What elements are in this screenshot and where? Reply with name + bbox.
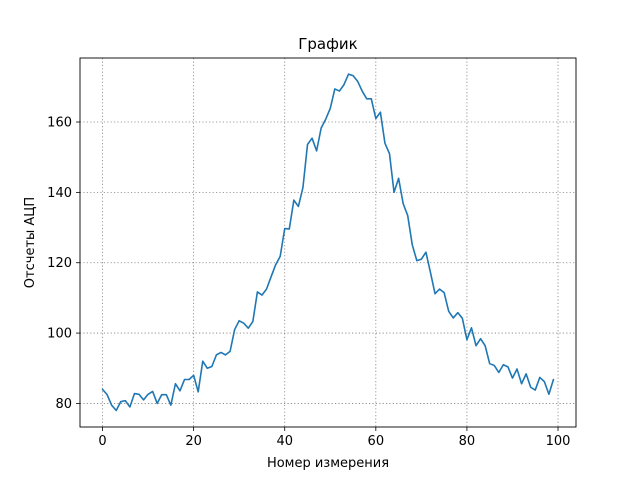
plot-frame bbox=[79, 57, 577, 428]
y-tick-label: 80 bbox=[55, 397, 72, 412]
x-tick-label: 100 bbox=[546, 434, 571, 449]
y-tick-label: 140 bbox=[47, 186, 72, 201]
x-tick-label: 20 bbox=[185, 434, 202, 449]
x-tick-label: 60 bbox=[368, 434, 385, 449]
y-tick-label: 100 bbox=[47, 327, 72, 342]
chart-title: График bbox=[298, 35, 358, 53]
x-tick-label: 40 bbox=[276, 434, 293, 449]
x-axis: 0 20 40 60 80 100 bbox=[98, 427, 570, 449]
grid bbox=[80, 58, 576, 427]
series-line bbox=[101, 73, 555, 412]
y-tick-label: 120 bbox=[47, 256, 72, 271]
x-axis-title: Номер измерения bbox=[267, 456, 389, 471]
y-tick-label: 160 bbox=[47, 116, 72, 131]
y-axis-title: Отсчеты АЦП bbox=[23, 197, 38, 288]
x-tick-label: 80 bbox=[459, 434, 476, 449]
y-axis: 80 100 120 140 160 bbox=[47, 116, 80, 412]
x-tick-label: 0 bbox=[98, 434, 106, 449]
